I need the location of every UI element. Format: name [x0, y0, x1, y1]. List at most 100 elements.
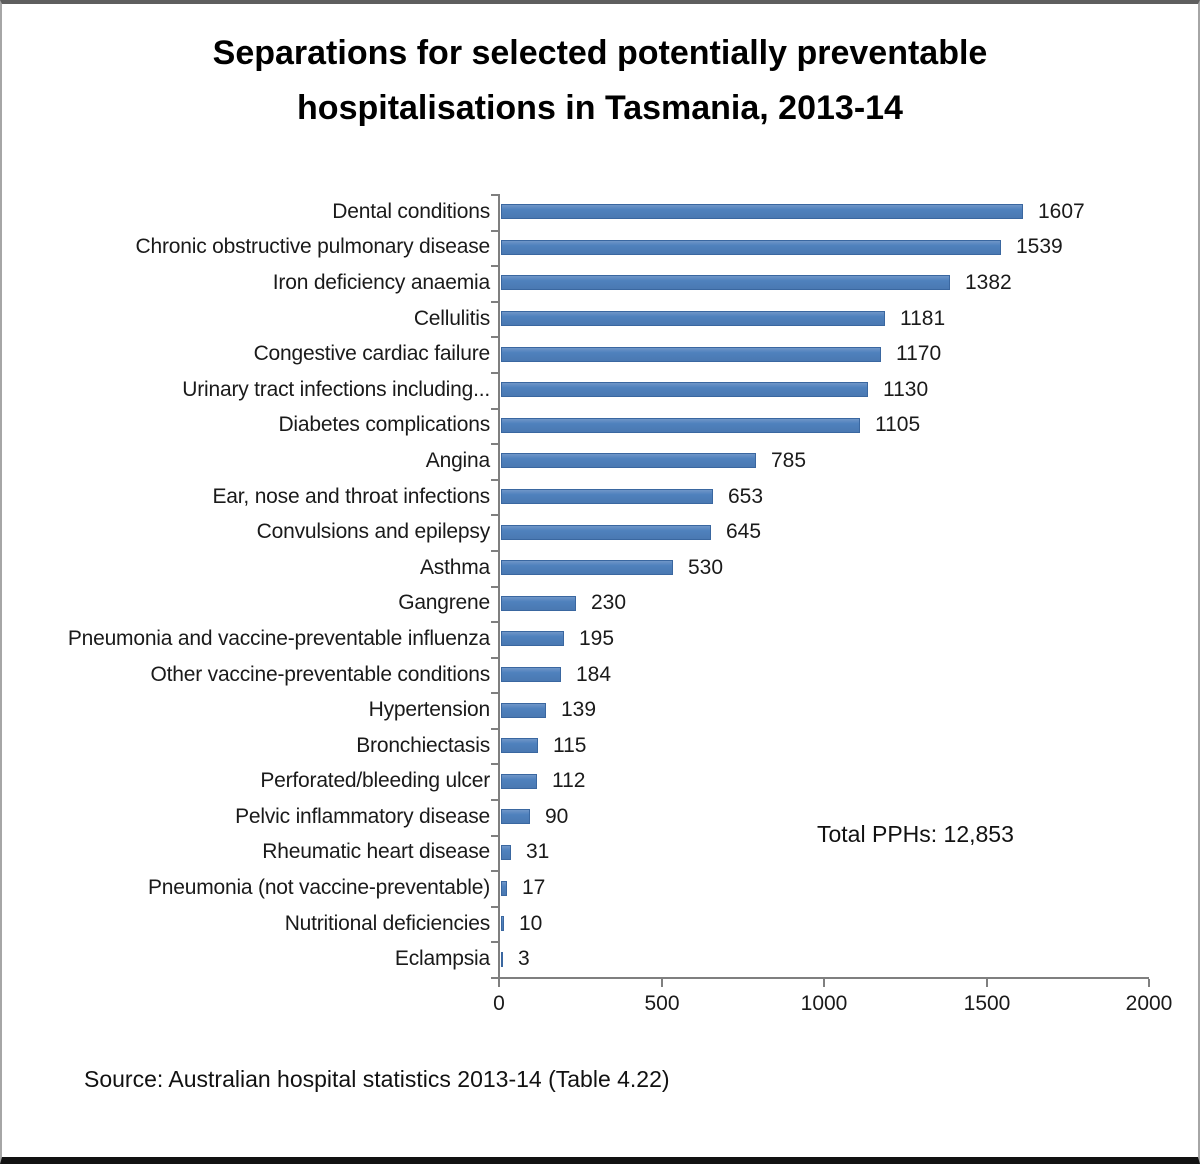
y-axis-tick [491, 763, 499, 765]
x-axis-tick-label: 1000 [800, 992, 848, 1015]
value-label: 1170 [896, 342, 942, 366]
y-axis-tick [491, 514, 499, 516]
bar-rows: Dental conditions 1607 Chronic obstructive… [2, 194, 1149, 977]
bar [501, 275, 950, 291]
bar-row: Pelvic inflammatory disease 90 [2, 799, 1149, 835]
value-label: 10 [519, 911, 543, 935]
value-label: 90 [545, 804, 569, 828]
y-axis-tick [491, 835, 499, 837]
value-label: 1539 [1016, 235, 1063, 259]
y-axis-tick [491, 977, 499, 979]
category-label: Perforated/bleeding ulcer [260, 769, 490, 793]
bar-row: Rheumatic heart disease 31 [2, 835, 1149, 871]
x-axis-tick-label: 500 [644, 992, 680, 1015]
y-axis-tick [491, 265, 499, 267]
total-annotation: Total PPHs: 12,853 [817, 821, 1014, 847]
bar-row: Eclampsia 3 [2, 941, 1149, 977]
bar [501, 631, 564, 647]
y-axis-tick [491, 194, 499, 196]
category-label: Cellulitis [413, 306, 490, 330]
bar-row: Congestive cardiac failure 1170 [2, 336, 1149, 372]
bar-row: Other vaccine-preventable conditions 184 [2, 657, 1149, 693]
value-label: 184 [576, 662, 612, 686]
bar-row: Dental conditions 1607 [2, 194, 1149, 230]
value-label: 645 [726, 520, 762, 544]
bar [501, 916, 504, 932]
bar [501, 560, 673, 576]
value-label: 17 [522, 876, 546, 900]
value-label: 115 [553, 733, 587, 757]
category-label: Ear, nose and throat infections [212, 484, 491, 508]
y-axis-line [498, 194, 500, 979]
value-label: 31 [526, 840, 550, 864]
bar-row: Cellulitis 1181 [2, 301, 1149, 337]
bar [501, 311, 885, 327]
x-axis-tick-label: 0 [493, 992, 505, 1015]
bar [501, 738, 538, 754]
value-label: 1607 [1038, 199, 1085, 223]
y-axis-tick [491, 372, 499, 374]
bar [501, 204, 1023, 220]
x-axis-tick [498, 979, 500, 987]
value-label: 195 [579, 626, 615, 650]
bar-row: Hypertension 139 [2, 692, 1149, 728]
bar-row: Chronic obstructive pulmonary disease 153… [2, 230, 1149, 266]
x-axis-tick [661, 979, 663, 987]
category-label: Diabetes complications [278, 413, 490, 437]
bar-row: Urinary tract infections including... 113… [2, 372, 1149, 408]
category-label: Bronchiectasis [356, 733, 490, 757]
category-label: Urinary tract infections including... [182, 377, 490, 401]
y-axis-tick [491, 870, 499, 872]
x-axis-tick [986, 979, 988, 987]
y-axis-tick [491, 657, 499, 659]
bar-row: Pneumonia and vaccine-preventable influe… [2, 621, 1149, 657]
bar-row: Iron deficiency anaemia 1382 [2, 265, 1149, 301]
bar-row: Perforated/bleeding ulcer 112 [2, 764, 1149, 800]
bar-row: Ear, nose and throat infections 653 [2, 479, 1149, 515]
y-axis-tick [491, 906, 499, 908]
x-axis-tick [1148, 979, 1150, 987]
y-axis-tick [491, 230, 499, 232]
value-label: 1105 [875, 413, 921, 437]
bar [501, 880, 507, 896]
category-label: Congestive cardiac failure [253, 342, 491, 366]
value-label: 1130 [883, 377, 929, 401]
x-axis-line [491, 977, 1149, 979]
x-axis-tick [823, 979, 825, 987]
bar [501, 809, 530, 825]
bar [501, 417, 860, 433]
y-axis-tick [491, 479, 499, 481]
y-axis-tick [491, 799, 499, 801]
category-label: Hypertension [368, 698, 491, 722]
bar [501, 773, 537, 789]
category-label: Asthma [420, 555, 490, 579]
bar [501, 346, 881, 362]
category-label: Eclampsia [394, 947, 490, 971]
bar [501, 239, 1001, 255]
y-axis-tick [491, 408, 499, 410]
category-label: Gangrene [398, 591, 490, 615]
value-label: 139 [561, 698, 597, 722]
category-label: Convulsions and epilepsy [256, 520, 491, 544]
category-label: Chronic obstructive pulmonary disease [135, 235, 491, 259]
bar [501, 489, 713, 505]
value-label: 1382 [965, 270, 1012, 294]
y-axis-tick [491, 621, 499, 623]
category-label: Pneumonia and vaccine-preventable influe… [67, 626, 490, 650]
bar-row: Convulsions and epilepsy 645 [2, 514, 1149, 550]
y-axis-tick [491, 586, 499, 588]
y-axis-tick [491, 550, 499, 552]
y-axis-tick [491, 443, 499, 445]
bar [501, 702, 546, 718]
bar-row: Diabetes complications 1105 [2, 408, 1149, 444]
bar-row: Angina 785 [2, 443, 1149, 479]
y-axis-tick [491, 941, 499, 943]
bar-row: Nutritional deficiencies 10 [2, 906, 1149, 942]
bar [501, 524, 711, 540]
y-axis-tick [491, 692, 499, 694]
bar [501, 844, 511, 860]
bar [501, 453, 756, 469]
category-label: Angina [425, 448, 490, 472]
category-label: Iron deficiency anaemia [272, 270, 490, 294]
